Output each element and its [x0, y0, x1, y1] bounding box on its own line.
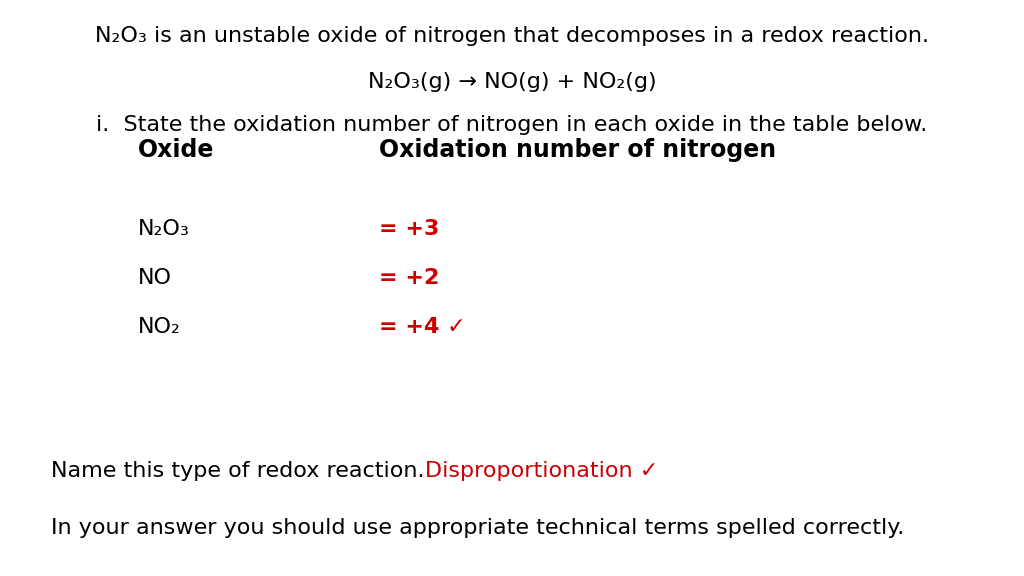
Text: NO: NO — [138, 268, 172, 288]
Text: NO₂: NO₂ — [138, 317, 181, 337]
Text: Oxidation number of nitrogen: Oxidation number of nitrogen — [379, 138, 776, 162]
Text: = +2: = +2 — [379, 268, 439, 288]
Text: Disproportionation ✓: Disproportionation ✓ — [425, 461, 658, 481]
Text: N₂O₃ is an unstable oxide of nitrogen that decomposes in a redox reaction.: N₂O₃ is an unstable oxide of nitrogen th… — [95, 26, 929, 46]
Text: = +4 ✓: = +4 ✓ — [379, 317, 466, 337]
Text: i.  State the oxidation number of nitrogen in each oxide in the table below.: i. State the oxidation number of nitroge… — [96, 115, 928, 135]
Text: Name this type of redox reaction.: Name this type of redox reaction. — [51, 461, 425, 481]
Text: N₂O₃(g) → NO(g) + NO₂(g): N₂O₃(g) → NO(g) + NO₂(g) — [368, 72, 656, 92]
Text: In your answer you should use appropriate technical terms spelled correctly.: In your answer you should use appropriat… — [51, 518, 904, 539]
Text: N₂O₃: N₂O₃ — [138, 219, 190, 239]
Text: Oxide: Oxide — [138, 138, 215, 162]
Text: = +3: = +3 — [379, 219, 439, 239]
